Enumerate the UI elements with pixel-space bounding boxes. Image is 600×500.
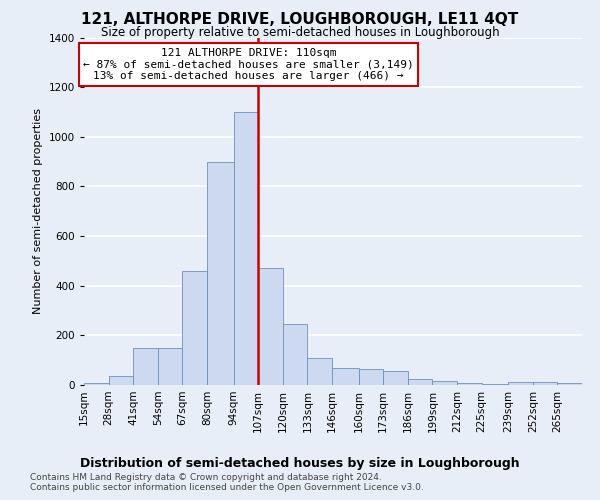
Bar bbox=[383, 372, 408, 385]
Bar bbox=[557, 383, 582, 385]
Bar bbox=[307, 358, 332, 385]
Bar bbox=[283, 324, 307, 385]
Text: 121, ALTHORPE DRIVE, LOUGHBOROUGH, LE11 4QT: 121, ALTHORPE DRIVE, LOUGHBOROUGH, LE11 … bbox=[82, 12, 518, 28]
Bar bbox=[533, 382, 557, 385]
Bar bbox=[408, 379, 433, 385]
Bar bbox=[258, 268, 283, 385]
Bar bbox=[109, 376, 133, 385]
Text: Distribution of semi-detached houses by size in Loughborough: Distribution of semi-detached houses by … bbox=[80, 458, 520, 470]
Bar bbox=[207, 162, 233, 385]
Bar bbox=[482, 384, 508, 385]
Text: Size of property relative to semi-detached houses in Loughborough: Size of property relative to semi-detach… bbox=[101, 26, 499, 39]
Bar bbox=[457, 382, 482, 385]
Text: Contains HM Land Registry data © Crown copyright and database right 2024.: Contains HM Land Registry data © Crown c… bbox=[30, 474, 382, 482]
Bar bbox=[182, 271, 207, 385]
Bar bbox=[158, 348, 182, 385]
Y-axis label: Number of semi-detached properties: Number of semi-detached properties bbox=[33, 108, 43, 314]
Text: Contains public sector information licensed under the Open Government Licence v3: Contains public sector information licen… bbox=[30, 484, 424, 492]
Bar bbox=[84, 382, 109, 385]
Bar bbox=[433, 380, 457, 385]
Bar bbox=[508, 382, 533, 385]
Bar bbox=[332, 368, 359, 385]
Bar bbox=[359, 369, 383, 385]
Bar bbox=[233, 112, 258, 385]
Bar bbox=[133, 348, 158, 385]
Text: 121 ALTHORPE DRIVE: 110sqm
← 87% of semi-detached houses are smaller (3,149)
13%: 121 ALTHORPE DRIVE: 110sqm ← 87% of semi… bbox=[83, 48, 414, 81]
